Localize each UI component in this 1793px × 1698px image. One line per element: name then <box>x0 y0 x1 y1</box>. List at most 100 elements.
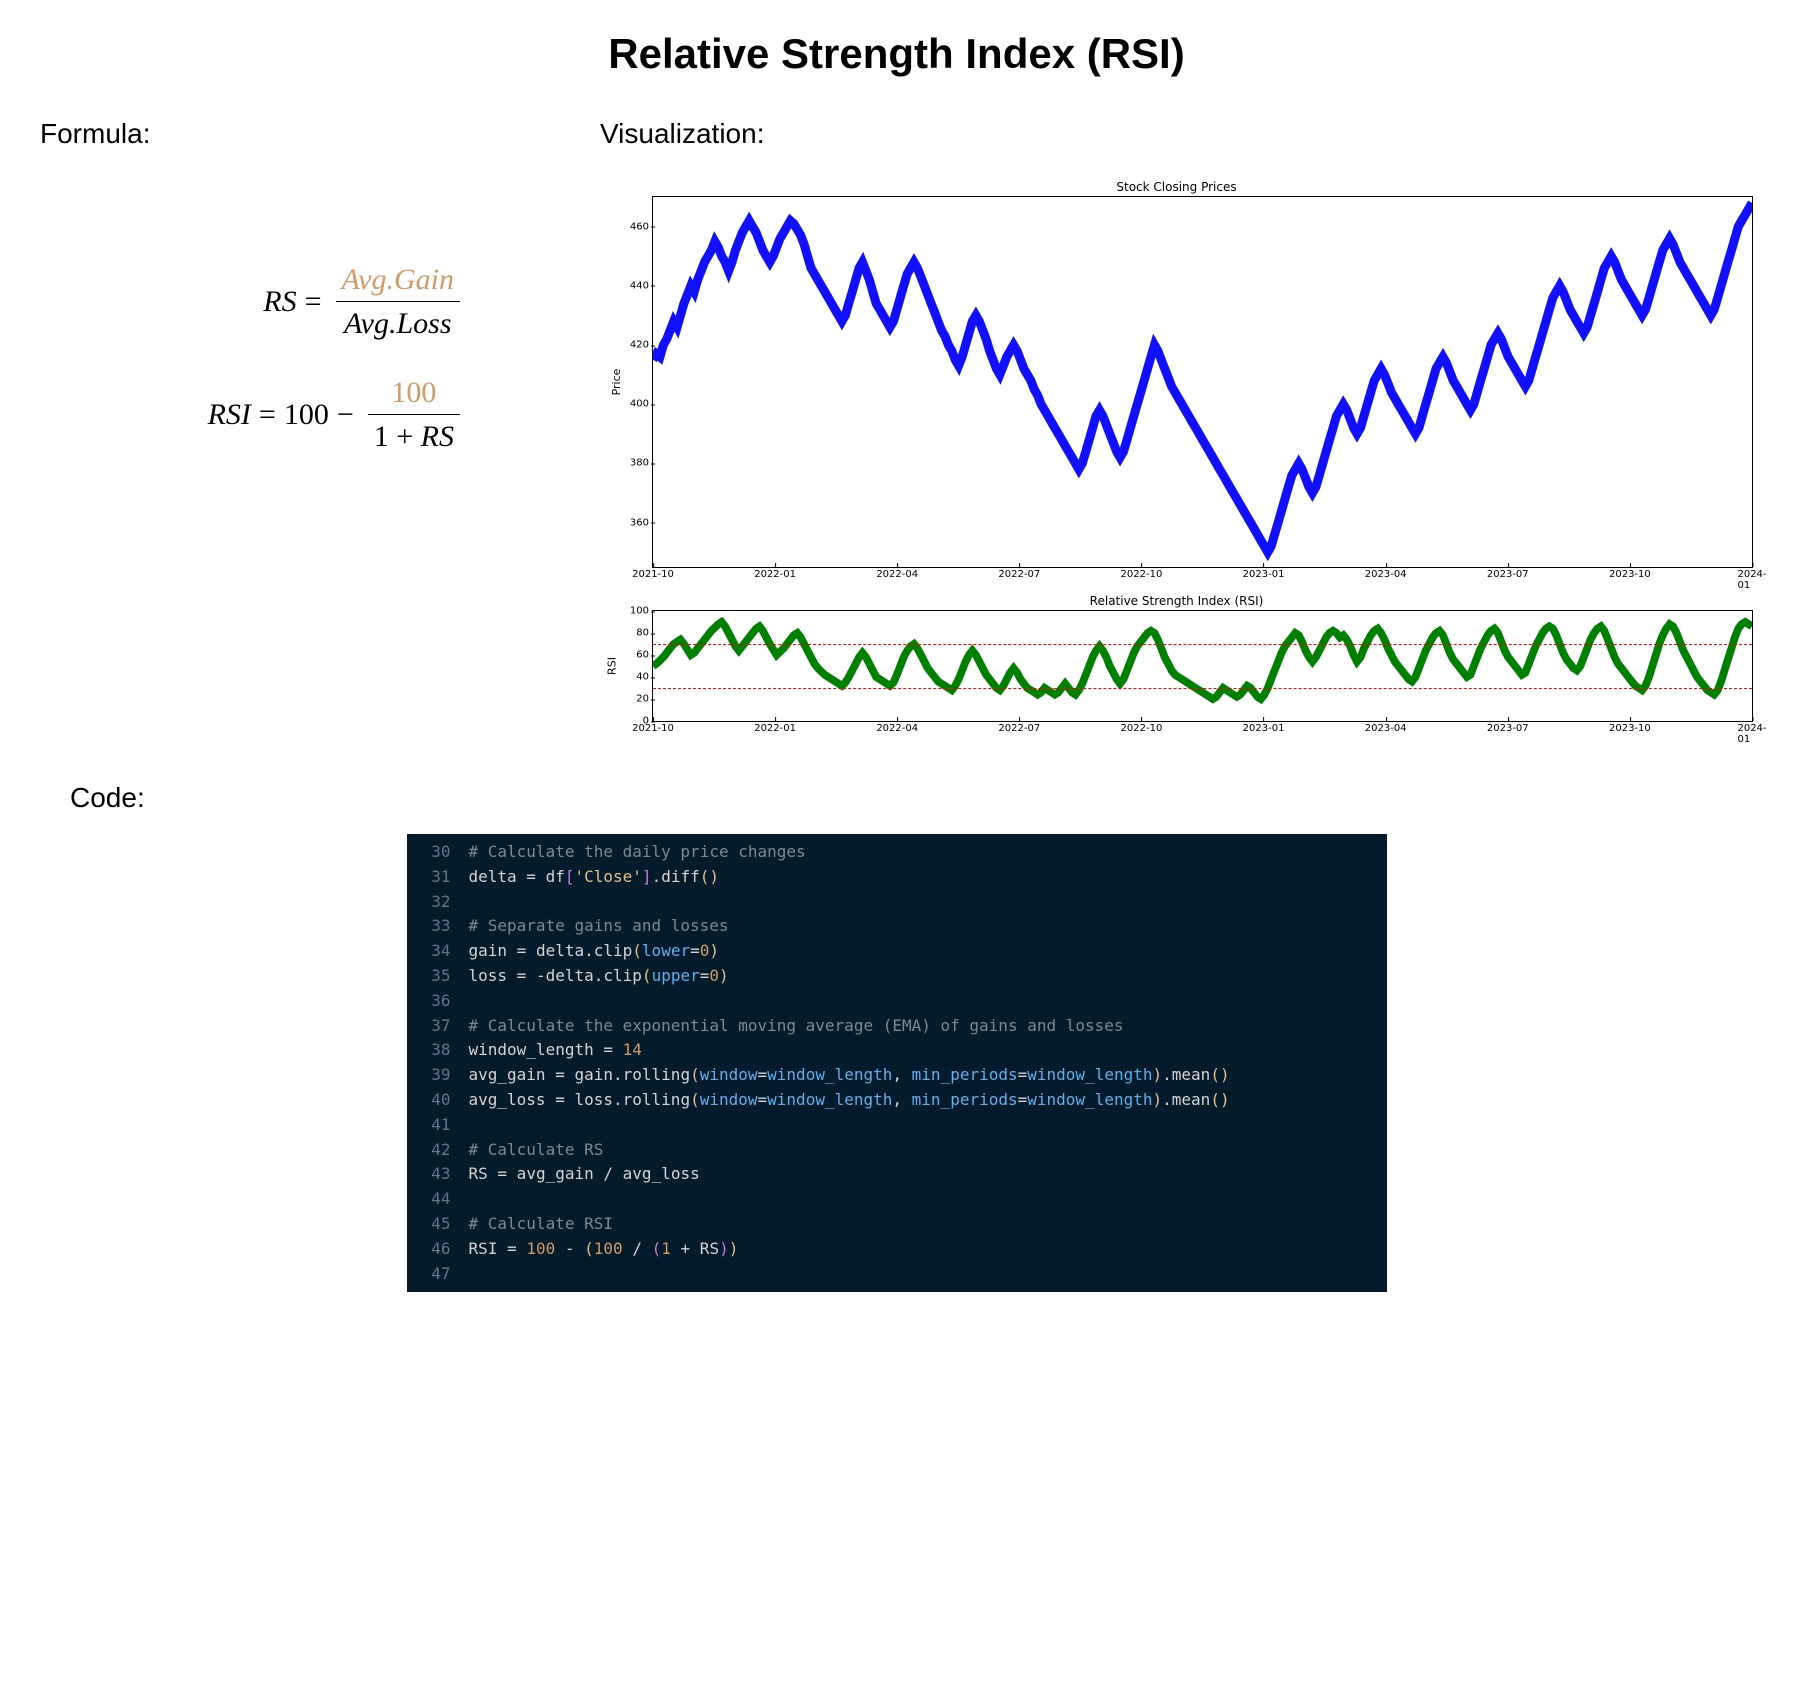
x-tick: 2021-10 <box>632 569 674 580</box>
code-line: 36 <box>407 989 1387 1014</box>
code-content <box>469 1113 479 1138</box>
rsi-lhs: RSI <box>208 395 251 434</box>
code-content: # Calculate the exponential moving avera… <box>469 1014 1124 1039</box>
x-tick: 2022-01 <box>754 569 796 580</box>
rsi-line-svg <box>653 611 1752 721</box>
line-number: 34 <box>407 939 469 964</box>
line-number: 43 <box>407 1162 469 1187</box>
code-content: delta = df['Close'].diff() <box>469 865 720 890</box>
code-content: # Calculate the daily price changes <box>469 840 806 865</box>
line-number: 31 <box>407 865 469 890</box>
y-tick: 60 <box>636 650 649 661</box>
code-heading: Code: <box>70 782 1753 814</box>
y-tick: 100 <box>630 606 649 617</box>
code-line: 33# Separate gains and losses <box>407 914 1387 939</box>
code-content: RSI = 100 - (100 / (1 + RS)) <box>469 1237 739 1262</box>
x-tick: 2023-01 <box>1243 723 1285 734</box>
line-number: 36 <box>407 989 469 1014</box>
code-line: 43RS = avg_gain / avg_loss <box>407 1162 1387 1187</box>
line-number: 44 <box>407 1187 469 1212</box>
rsi-base: 100 <box>284 395 329 434</box>
page-title: Relative Strength Index (RSI) <box>40 30 1753 78</box>
code-line: 38window_length = 14 <box>407 1038 1387 1063</box>
rsi-y-axis: 020406080100 <box>617 611 649 721</box>
rs-numerator: Avg.Gain <box>336 260 461 299</box>
line-number: 39 <box>407 1063 469 1088</box>
code-content: avg_loss = loss.rolling(window=window_le… <box>469 1088 1230 1113</box>
price-x-axis: 2021-102022-012022-042022-072022-102023-… <box>653 569 1752 585</box>
rsi-chart: RSI 020406080100 2021-102022-012022-0420… <box>652 610 1753 722</box>
chart-container: Stock Closing Prices Price 3603804004204… <box>600 180 1753 722</box>
formula-column: Formula: RS = Avg.Gain Avg.Loss RSI = 10… <box>40 118 560 486</box>
x-tick: 2023-10 <box>1609 569 1651 580</box>
x-tick: 2023-10 <box>1609 723 1651 734</box>
top-row: Formula: RS = Avg.Gain Avg.Loss RSI = 10… <box>40 118 1753 722</box>
x-tick: 2022-07 <box>998 723 1040 734</box>
code-line: 45# Calculate RSI <box>407 1212 1387 1237</box>
line-number: 42 <box>407 1138 469 1163</box>
rsi-chart-title: Relative Strength Index (RSI) <box>600 594 1753 608</box>
x-tick: 2022-01 <box>754 723 796 734</box>
line-number: 38 <box>407 1038 469 1063</box>
x-tick: 2023-01 <box>1243 569 1285 580</box>
code-content: # Calculate RS <box>469 1138 604 1163</box>
y-tick: 80 <box>636 628 649 639</box>
code-line: 42# Calculate RS <box>407 1138 1387 1163</box>
line-number: 37 <box>407 1014 469 1039</box>
x-tick: 2022-10 <box>1121 569 1163 580</box>
code-content: # Calculate RSI <box>469 1212 614 1237</box>
y-tick: 40 <box>636 672 649 683</box>
formula-rs: RS = Avg.Gain Avg.Loss <box>40 260 460 343</box>
line-number: 47 <box>407 1262 469 1287</box>
code-line: 34gain = delta.clip(lower=0) <box>407 939 1387 964</box>
line-number: 30 <box>407 840 469 865</box>
code-line: 30# Calculate the daily price changes <box>407 840 1387 865</box>
viz-heading: Visualization: <box>600 118 1753 150</box>
x-tick: 2024-01 <box>1737 723 1766 745</box>
code-content <box>469 989 479 1014</box>
code-line: 37# Calculate the exponential moving ave… <box>407 1014 1387 1039</box>
code-line: 35loss = -delta.clip(upper=0) <box>407 964 1387 989</box>
code-line: 41 <box>407 1113 1387 1138</box>
price-y-axis: 360380400420440460 <box>617 197 649 567</box>
line-number: 35 <box>407 964 469 989</box>
x-tick: 2022-04 <box>876 569 918 580</box>
y-tick: 360 <box>630 517 649 528</box>
code-section: Code: 30# Calculate the daily price chan… <box>40 782 1753 1292</box>
x-tick: 2023-04 <box>1365 723 1407 734</box>
x-tick: 2022-07 <box>998 569 1040 580</box>
code-line: 39avg_gain = gain.rolling(window=window_… <box>407 1063 1387 1088</box>
code-line: 44 <box>407 1187 1387 1212</box>
code-content <box>469 1187 479 1212</box>
code-line: 31delta = df['Close'].diff() <box>407 865 1387 890</box>
rsi-denominator: 1 + RS <box>368 417 460 456</box>
x-tick: 2024-01 <box>1737 569 1766 591</box>
equals-2: = <box>259 395 276 434</box>
code-line: 40avg_loss = loss.rolling(window=window_… <box>407 1088 1387 1113</box>
code-content: window_length = 14 <box>469 1038 642 1063</box>
line-number: 46 <box>407 1237 469 1262</box>
x-tick: 2023-07 <box>1487 723 1529 734</box>
code-block: 30# Calculate the daily price changes31d… <box>407 834 1387 1292</box>
minus: − <box>337 395 354 434</box>
line-number: 41 <box>407 1113 469 1138</box>
fraction-bar <box>336 301 461 302</box>
y-tick: 380 <box>630 458 649 469</box>
x-tick: 2022-10 <box>1121 723 1163 734</box>
price-line-svg <box>653 197 1752 567</box>
line-number: 45 <box>407 1212 469 1237</box>
rsi-den-prefix: 1 + <box>374 420 421 453</box>
fraction-bar-2 <box>368 414 460 415</box>
rsi-x-axis: 2021-102022-012022-042022-072022-102023-… <box>653 723 1752 739</box>
code-line: 47 <box>407 1262 1387 1287</box>
line-number: 33 <box>407 914 469 939</box>
price-chart: Price 360380400420440460 2021-102022-012… <box>652 196 1753 568</box>
x-tick: 2023-04 <box>1365 569 1407 580</box>
y-tick: 20 <box>636 694 649 705</box>
code-content <box>469 890 479 915</box>
line-number: 40 <box>407 1088 469 1113</box>
y-tick: 420 <box>630 340 649 351</box>
formula-block: RS = Avg.Gain Avg.Loss RSI = 100 − 100 1… <box>40 260 560 456</box>
visualization-column: Visualization: Stock Closing Prices Pric… <box>600 118 1753 722</box>
code-line: 46RSI = 100 - (100 / (1 + RS)) <box>407 1237 1387 1262</box>
